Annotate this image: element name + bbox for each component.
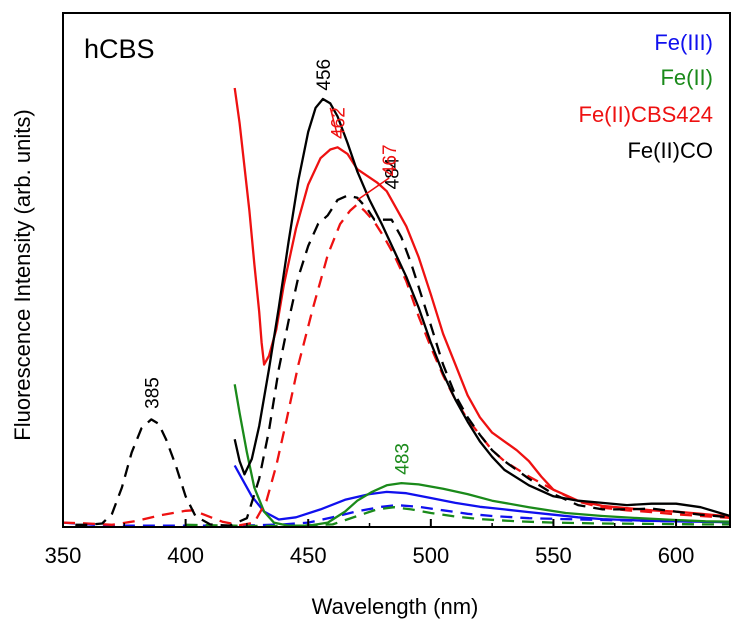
x-axis-ticks: 350 400 450 500 550 600: [45, 519, 695, 568]
x-tick-label: 450: [290, 543, 327, 568]
peak-label-456: 456: [314, 59, 335, 91]
peak-label-483: 483: [392, 443, 413, 475]
sample-label: hCBS: [84, 34, 155, 64]
series-line-3: [185, 506, 730, 527]
peak-label-467: 467: [380, 144, 401, 176]
series-line-0: [233, 464, 730, 524]
peak-label-484: 484: [383, 157, 404, 189]
pointer-line-462: [329, 107, 339, 137]
x-axis-title: Wavelength (nm): [312, 594, 479, 619]
x-tick-label: 500: [412, 543, 449, 568]
peak-label-385: 385: [142, 377, 163, 409]
legend-entry-fe-ii-co: Fe(II)CO: [627, 138, 713, 163]
series-line-7: [75, 194, 730, 527]
pointer-line-467: [356, 177, 390, 201]
series-line-1: [63, 503, 730, 527]
legend-entry-fe-ii: Fe(II): [660, 65, 713, 90]
x-tick-label: 400: [167, 543, 204, 568]
series-layer: [63, 87, 730, 527]
series-line-2: [233, 384, 730, 527]
peak-label-462: 462: [329, 107, 350, 139]
x-tick-label: 350: [45, 543, 82, 568]
series-line-4: [233, 87, 730, 518]
plot-frame: [62, 12, 731, 528]
legend: Fe(III) Fe(II) Fe(II)CBS424 Fe(II)CO: [579, 30, 714, 163]
series-line-5: [63, 203, 730, 527]
legend-entry-fe-ii-cbs424: Fe(II)CBS424: [579, 102, 714, 127]
series-line-6: [233, 97, 730, 518]
y-axis-title: Fluorescence Intensity (arb. units): [10, 109, 35, 440]
x-tick-label: 600: [658, 543, 695, 568]
legend-entry-fe-iii: Fe(III): [654, 30, 713, 55]
x-tick-label: 550: [535, 543, 572, 568]
